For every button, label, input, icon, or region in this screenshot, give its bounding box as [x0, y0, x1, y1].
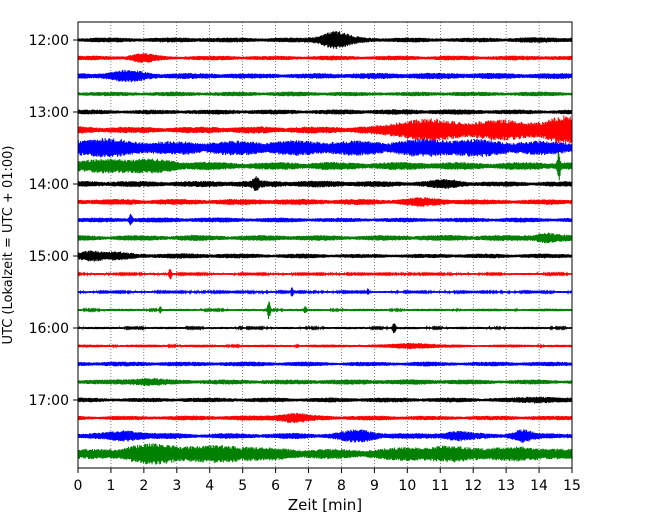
x-tick-label-13: 13: [497, 478, 515, 494]
x-tick-label-4: 4: [205, 478, 214, 494]
trace-1745: [77, 443, 573, 465]
x-axis-ticks: 0 1 2 3 4 5 6 7 8 9 10 11 12 13 14 15: [74, 468, 581, 494]
y-tick-label-3: 15:00: [29, 249, 69, 265]
trace-1215: [77, 53, 573, 63]
x-tick-label-7: 7: [304, 478, 313, 494]
x-tick-label-5: 5: [238, 478, 247, 494]
trace-1645: [77, 378, 573, 386]
plot-frame: [77, 21, 573, 469]
y-tick-label-5: 17:00: [29, 393, 69, 409]
trace-1300: [77, 109, 573, 115]
trace-1500: [77, 250, 573, 262]
x-tick-label-3: 3: [172, 478, 181, 494]
grid-lines: [110, 22, 540, 468]
x-tick-label-9: 9: [370, 478, 379, 494]
trace-1715: [77, 412, 573, 424]
trace-1700: [77, 396, 573, 404]
x-axis-label: Zeit [min]: [288, 496, 362, 514]
y-tick-label-0: 12:00: [29, 33, 69, 49]
trace-1345: [77, 152, 573, 181]
y-axis-label: UTC (Lokalzeit = UTC + 01:00): [1, 146, 16, 345]
x-tick-label-2: 2: [139, 478, 148, 494]
trace-1245: [77, 91, 573, 97]
trace-1445: [77, 232, 573, 244]
trace-1430: [77, 213, 573, 226]
y-tick-label-1: 13:00: [29, 105, 69, 121]
x-tick-label-14: 14: [530, 478, 548, 494]
x-tick-label-15: 15: [563, 478, 581, 494]
x-tick-label-1: 1: [106, 478, 115, 494]
trace-1530: [77, 287, 573, 297]
x-tick-label-12: 12: [464, 478, 482, 494]
y-tick-label-2: 14:00: [29, 177, 69, 193]
trace-1630: [77, 361, 573, 367]
trace-1545: [77, 301, 573, 319]
trace-lines: [77, 31, 573, 465]
trace-1415: [77, 197, 573, 207]
trace-1230: [77, 69, 573, 83]
trace-1315: [77, 115, 573, 145]
x-tick-label-10: 10: [398, 478, 416, 494]
x-tick-label-0: 0: [74, 478, 83, 494]
trace-1330: [77, 138, 573, 158]
trace-1600: [77, 323, 573, 334]
trace-1730: [77, 429, 573, 443]
y-tick-label-4: 16:00: [29, 321, 69, 337]
x-tick-label-11: 11: [431, 478, 449, 494]
trace-1400: [77, 176, 573, 191]
x-tick-label-8: 8: [337, 478, 346, 494]
trace-1615: [77, 342, 573, 350]
trace-1515: [77, 269, 573, 280]
trace-1200: [77, 31, 573, 50]
y-axis-ticks: 12:00 13:00 14:00 15:00 16:00 17:00: [29, 33, 78, 409]
x-tick-label-6: 6: [271, 478, 280, 494]
